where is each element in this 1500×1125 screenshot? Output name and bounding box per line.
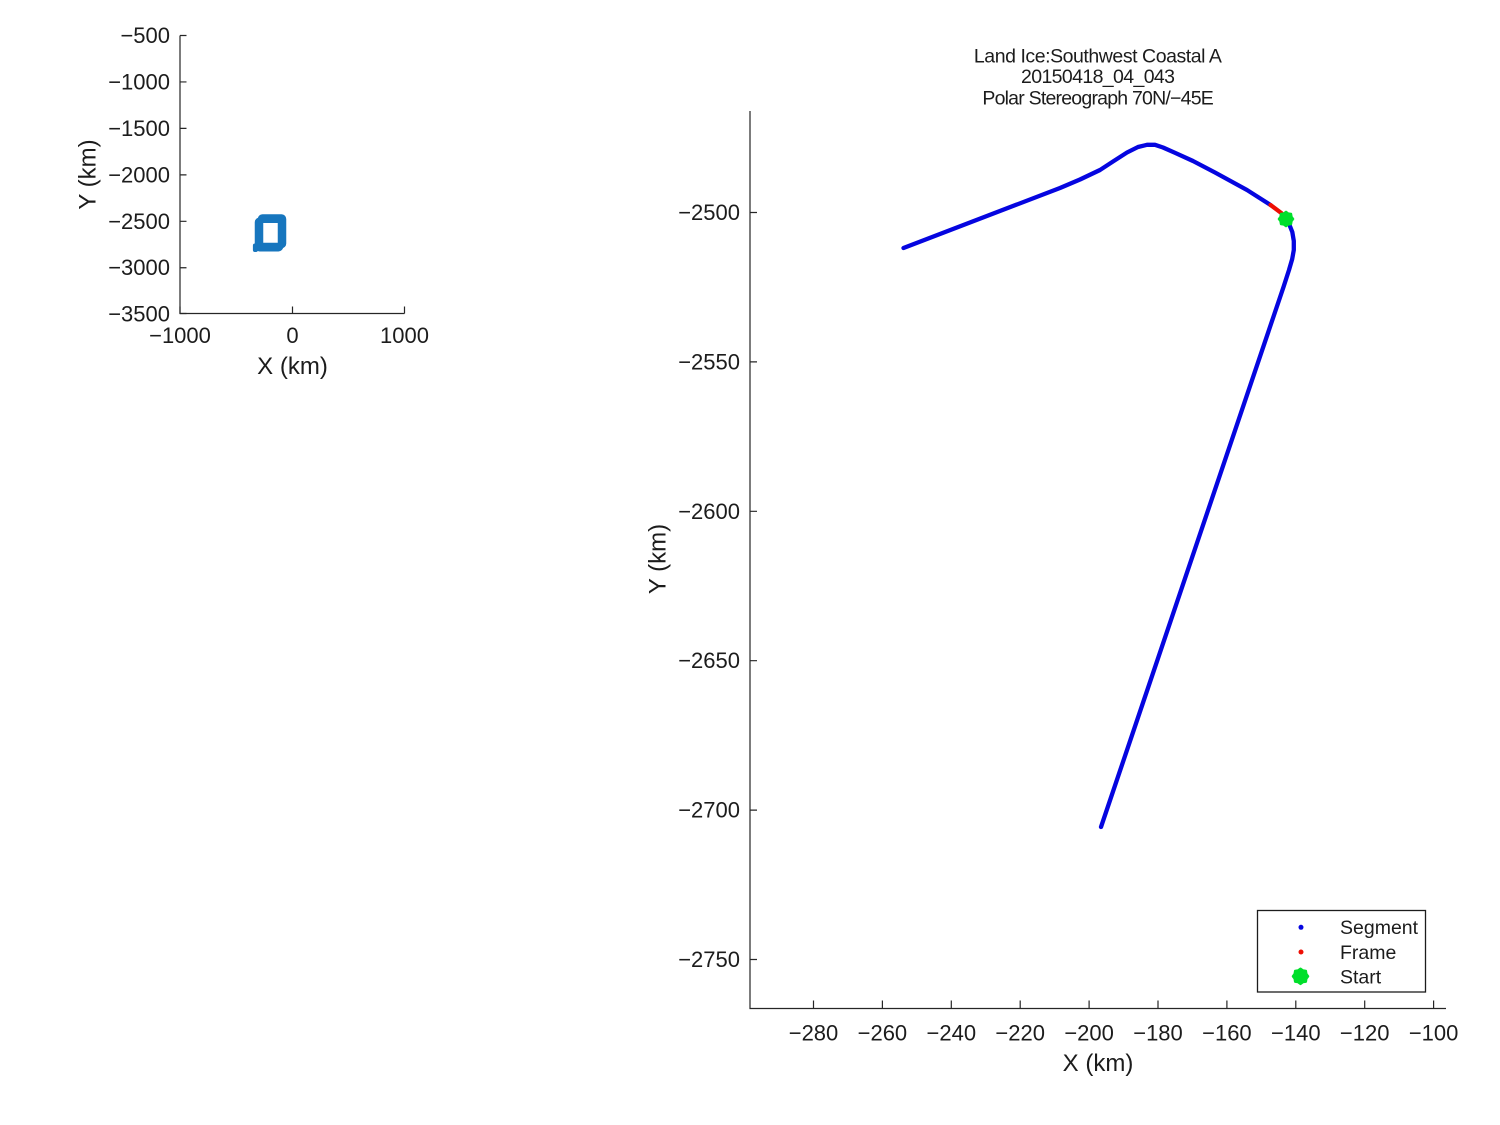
svg-text:−2500: −2500 bbox=[108, 209, 170, 234]
svg-text:−140: −140 bbox=[1271, 1021, 1321, 1046]
svg-text:0: 0 bbox=[286, 323, 298, 348]
svg-text:−2000: −2000 bbox=[108, 162, 170, 187]
svg-text:−2650: −2650 bbox=[678, 648, 740, 673]
svg-text:X (km): X (km) bbox=[1063, 1050, 1134, 1077]
svg-text:Land Ice:Southwest Coastal A: Land Ice:Southwest Coastal A bbox=[974, 45, 1222, 67]
svg-text:1000: 1000 bbox=[380, 323, 429, 348]
svg-text:20150418_04_043: 20150418_04_043 bbox=[1021, 66, 1174, 88]
svg-text:Start: Start bbox=[1340, 967, 1382, 989]
svg-text:−180: −180 bbox=[1133, 1021, 1183, 1046]
svg-text:−260: −260 bbox=[858, 1021, 908, 1046]
svg-text:−500: −500 bbox=[120, 23, 170, 48]
svg-text:Frame: Frame bbox=[1340, 942, 1396, 964]
svg-text:−1000: −1000 bbox=[149, 323, 211, 348]
svg-text:−1000: −1000 bbox=[108, 69, 170, 94]
svg-text:Y (km): Y (km) bbox=[645, 524, 672, 594]
svg-text:−120: −120 bbox=[1340, 1021, 1390, 1046]
svg-text:−3000: −3000 bbox=[108, 255, 170, 280]
svg-text:−2600: −2600 bbox=[678, 499, 740, 524]
svg-text:−2500: −2500 bbox=[678, 200, 740, 225]
svg-text:−2700: −2700 bbox=[678, 798, 740, 823]
svg-text:−240: −240 bbox=[927, 1021, 977, 1046]
svg-text:−2550: −2550 bbox=[678, 349, 740, 374]
svg-text:Segment: Segment bbox=[1340, 917, 1419, 939]
svg-text:−3500: −3500 bbox=[108, 302, 170, 327]
svg-text:−220: −220 bbox=[995, 1021, 1045, 1046]
svg-text:−1500: −1500 bbox=[108, 116, 170, 141]
svg-text:−100: −100 bbox=[1409, 1021, 1459, 1046]
svg-text:−200: −200 bbox=[1064, 1021, 1114, 1046]
svg-text:−2750: −2750 bbox=[678, 947, 740, 972]
svg-text:−280: −280 bbox=[789, 1021, 839, 1046]
svg-text:X (km): X (km) bbox=[257, 353, 328, 380]
svg-text:−160: −160 bbox=[1202, 1021, 1252, 1046]
svg-text:Polar Stereograph 70N/−45E: Polar Stereograph 70N/−45E bbox=[982, 87, 1213, 109]
svg-text:Y (km): Y (km) bbox=[75, 139, 102, 209]
